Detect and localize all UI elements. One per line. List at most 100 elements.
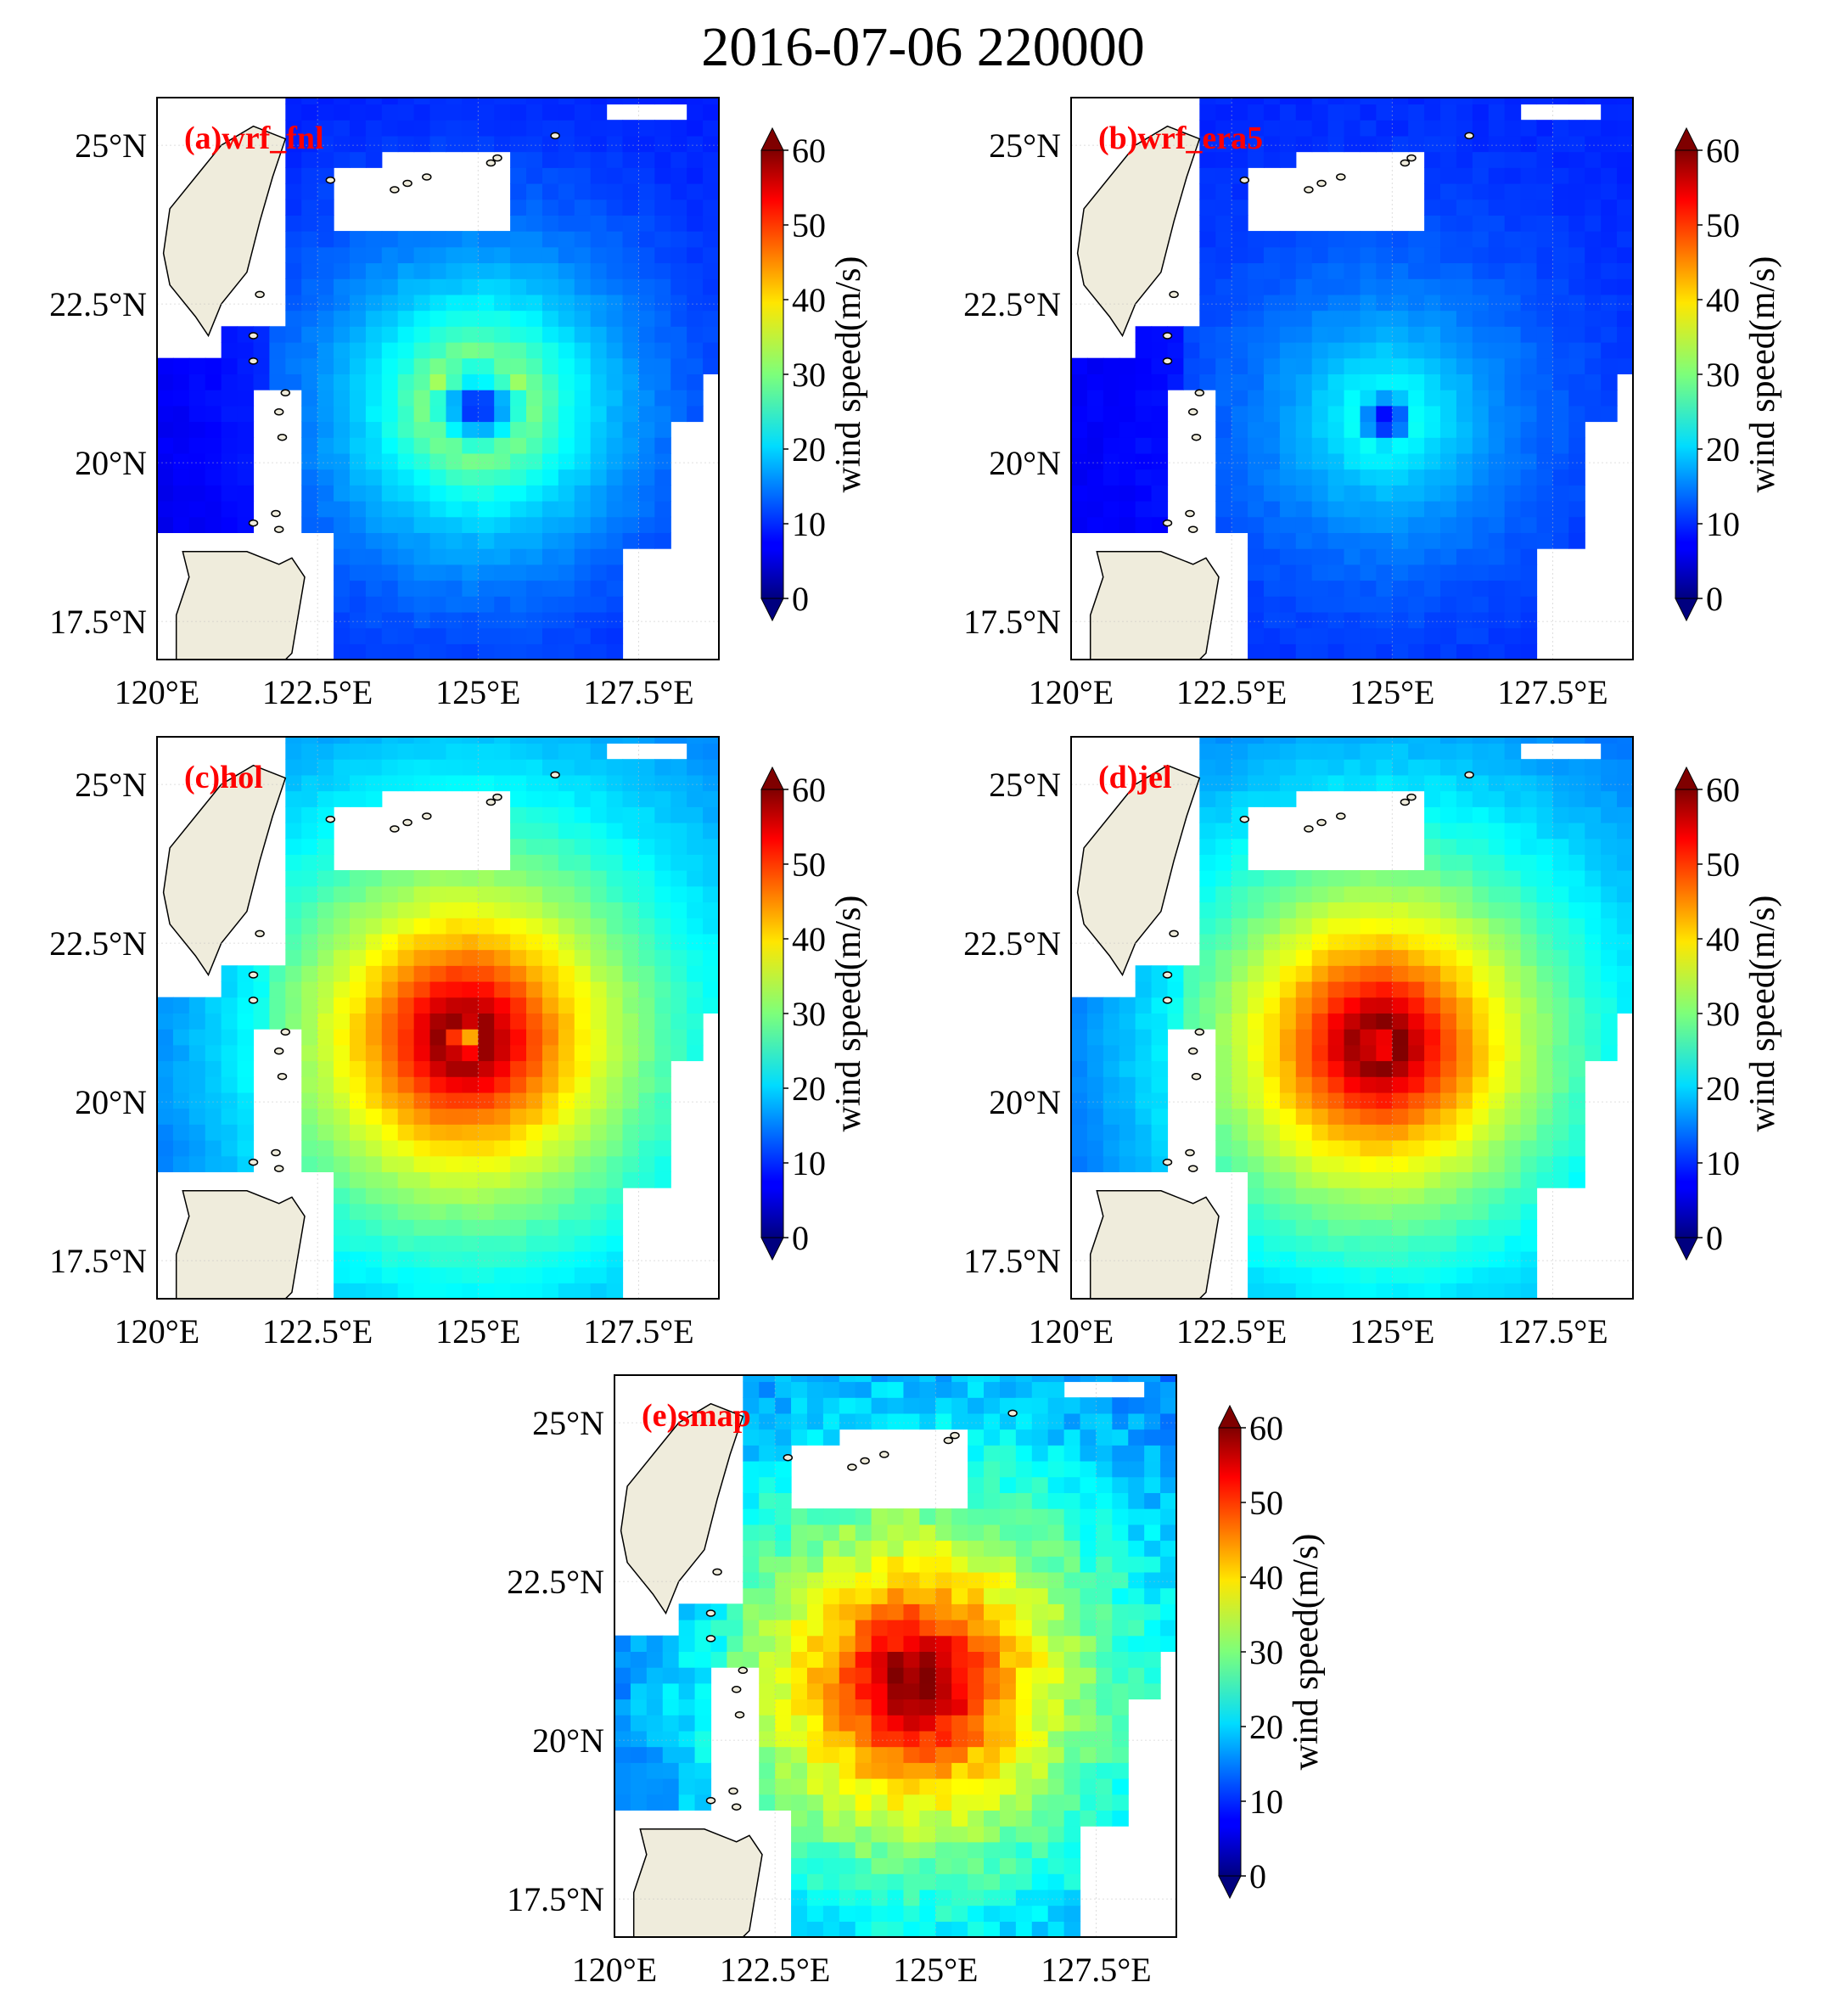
wind-cell: [381, 1203, 399, 1221]
wind-cell: [334, 405, 351, 423]
wind-cell: [1263, 1108, 1281, 1125]
wind-cell: [1183, 980, 1200, 998]
wind-cell: [1408, 737, 1425, 744]
wind-cell: [1552, 1124, 1569, 1141]
wind-cell: [727, 1603, 743, 1620]
wind-cell: [743, 1540, 760, 1557]
wind-cell: [1135, 1060, 1153, 1077]
wind-cell: [1392, 870, 1409, 887]
wind-cell: [1080, 1651, 1097, 1668]
wind-cell: [1063, 1794, 1081, 1811]
wind-cell: [968, 1476, 985, 1493]
wind-cell: [1311, 421, 1329, 438]
wind-cell: [935, 1810, 952, 1827]
wind-cell: [1585, 806, 1602, 823]
wind-cell: [1063, 1841, 1081, 1859]
wind-cell: [285, 326, 302, 343]
wind-cell: [446, 564, 463, 581]
wind-cell: [1568, 918, 1585, 935]
wind-cell: [462, 1235, 479, 1252]
wind-cell: [494, 1171, 511, 1188]
wind-cell: [1617, 838, 1633, 855]
wind-cell: [1424, 1250, 1441, 1268]
wind-cell: [253, 326, 270, 343]
wind-cell: [429, 485, 447, 502]
land-islet: [1185, 509, 1195, 518]
wind-cell: [694, 1762, 712, 1779]
wind-cell: [1536, 997, 1554, 1014]
wind-cell: [919, 1381, 936, 1398]
wind-cell: [1215, 405, 1232, 423]
wind-cell: [1047, 1397, 1065, 1414]
wind-cell: [951, 1587, 968, 1604]
wind-cell: [188, 373, 206, 390]
wind-cell: [1376, 135, 1393, 153]
wind-cell: [791, 1667, 808, 1684]
wind-cell: [1456, 790, 1473, 807]
wind-cell: [1135, 1044, 1153, 1062]
wind-cell: [1160, 1476, 1176, 1493]
wind-cell: [1456, 965, 1473, 982]
wind-cell: [558, 870, 575, 887]
wind-cell: [541, 310, 559, 327]
wind-cell: [839, 1921, 856, 1937]
wind-cell: [301, 838, 318, 855]
wind-cell: [1015, 1873, 1033, 1890]
wind-cell: [855, 1556, 873, 1573]
wind-cell: [446, 1235, 463, 1252]
wind-cell: [1160, 1524, 1176, 1541]
wind-cell: [839, 1873, 856, 1890]
land-luzon: [175, 1190, 306, 1299]
wind-cell: [638, 949, 655, 966]
wind-cell: [671, 231, 687, 248]
wind-cell: [349, 246, 367, 264]
wind-cell: [703, 838, 719, 855]
wind-cell: [365, 1029, 383, 1046]
wind-cell: [510, 246, 527, 264]
wind-cell: [654, 1044, 671, 1062]
wind-cell: [1424, 643, 1441, 660]
wind-cell: [510, 485, 527, 502]
wind-cell: [558, 135, 575, 153]
wind-cell: [871, 1381, 889, 1398]
wind-cell: [462, 500, 479, 518]
wind-cell: [1552, 135, 1569, 153]
wind-cell: [413, 759, 431, 776]
wind-cell: [1504, 997, 1522, 1014]
wind-cell: [1601, 215, 1618, 232]
wind-cell: [365, 596, 383, 613]
wind-cell: [1144, 1619, 1161, 1637]
wind-cell: [317, 421, 334, 438]
wind-cell: [1311, 870, 1329, 887]
wind-cell: [1360, 1060, 1377, 1077]
wind-cell: [285, 980, 302, 998]
wind-cell: [397, 918, 415, 935]
wind-cell: [1440, 215, 1457, 232]
wind-cell: [710, 1603, 727, 1620]
wind-cell: [935, 1412, 952, 1430]
wind-cell: [494, 885, 511, 903]
wind-cell: [1311, 1029, 1329, 1046]
wind-cell: [590, 215, 608, 232]
wind-cell: [1144, 1445, 1161, 1462]
wind-cell: [871, 1556, 889, 1573]
wind-cell: [1263, 949, 1281, 966]
wind-cell: [984, 1397, 1001, 1414]
wind-cell: [221, 980, 238, 998]
wind-cell: [462, 1029, 479, 1046]
wind-cell: [558, 980, 575, 998]
wind-cell: [1568, 341, 1585, 359]
wind-cell: [301, 421, 318, 438]
wind-cell: [871, 1619, 889, 1637]
wind-cell: [494, 1060, 511, 1077]
wind-cell: [1472, 1092, 1490, 1109]
wind-cell: [1568, 98, 1585, 105]
land-islet: [1162, 332, 1173, 340]
wind-cell: [429, 1188, 447, 1205]
wind-cell: [759, 1571, 776, 1589]
wind-cell: [1263, 737, 1281, 744]
wind-cell: [334, 1108, 351, 1125]
wind-cell: [1327, 1108, 1345, 1125]
wind-cell: [984, 1556, 1001, 1573]
wind-cell: [1344, 452, 1361, 470]
